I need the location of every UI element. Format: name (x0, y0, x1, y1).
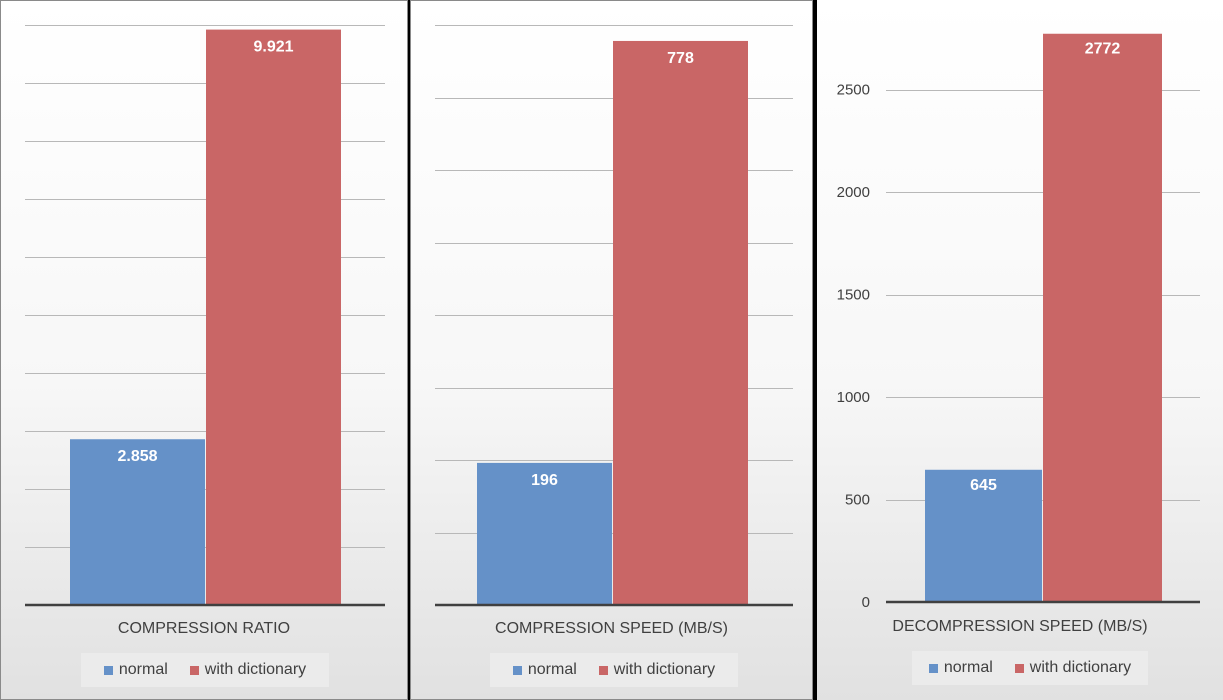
compression-speed-chart: 196 778 COMPRESSION SPEED (MB/S) normal w… (410, 0, 813, 700)
legend-item-with-dictionary: with dictionary (598, 661, 716, 679)
data-label: 778 (667, 50, 694, 67)
data-label: 2772 (1085, 41, 1121, 58)
legend-item-normal: normal (103, 661, 168, 679)
decompression-speed-chart: 645 2772 0 500 1000 1500 2000 2500 DECOMPRESSIO… (817, 0, 1223, 700)
bar-normal (477, 462, 612, 605)
data-label: 196 (531, 472, 558, 489)
legend-label-normal: normal (527, 661, 577, 678)
legend-label-normal: normal (118, 661, 168, 678)
compression-speed-plot: 196 778 (435, 25, 793, 607)
x-axis-title: DECOMPRESSION SPEED (MB/S) (892, 618, 1148, 635)
legend: normal with dictionary (490, 653, 738, 687)
legend-item-with-dictionary: with dictionary (189, 661, 307, 679)
data-label: 2.858 (117, 448, 157, 465)
y-tick-label: 2500 (837, 82, 870, 99)
legend-swatch-with-dictionary (598, 665, 608, 675)
y-tick-label: 2000 (837, 184, 870, 201)
y-tick-label: 1500 (837, 287, 870, 304)
bar-normal (925, 469, 1042, 602)
legend-item-normal: normal (928, 659, 993, 677)
bar-with-dictionary (613, 40, 748, 605)
x-axis-title: COMPRESSION SPEED (MB/S) (495, 620, 728, 637)
data-label: 645 (970, 477, 997, 494)
legend-label-normal: normal (943, 659, 993, 676)
legend-swatch-with-dictionary (1014, 663, 1024, 673)
legend-label-with-dictionary: with dictionary (204, 661, 307, 678)
x-axis-title: COMPRESSION RATIO (117, 620, 291, 637)
y-tick-label: 500 (845, 492, 870, 509)
legend-item-normal: normal (512, 661, 577, 679)
legend-label-with-dictionary: with dictionary (613, 661, 716, 678)
bar-normal (70, 439, 205, 605)
legend: normal with dictionary (81, 653, 329, 687)
legend-swatch-normal (928, 663, 938, 673)
bar-with-dictionary (206, 29, 341, 605)
legend-label-with-dictionary: with dictionary (1029, 659, 1132, 676)
legend-swatch-normal (103, 665, 113, 675)
y-tick-label: 1000 (837, 389, 870, 406)
compression-ratio-chart: 2.858 9.921 COMPRESSION RATIO normal with… (0, 0, 408, 700)
legend-item-with-dictionary: with dictionary (1014, 659, 1132, 677)
y-tick-label: 0 (862, 594, 870, 611)
legend-swatch-normal (512, 665, 522, 675)
compression-ratio-plot: 2.858 9.921 (25, 25, 385, 607)
legend: normal with dictionary (912, 651, 1148, 685)
bar-with-dictionary (1043, 33, 1162, 603)
legend-swatch-with-dictionary (189, 665, 199, 675)
data-label: 9.921 (253, 39, 293, 56)
decompression-speed-plot: 645 2772 0 500 1000 1500 2000 2500 (837, 33, 1200, 611)
